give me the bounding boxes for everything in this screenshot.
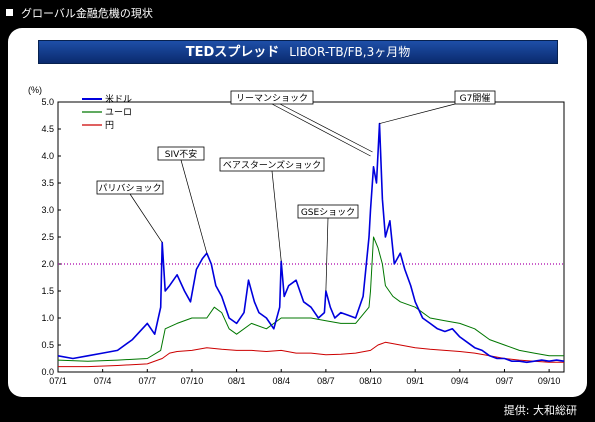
x-tick-label: 07/4 [94,376,112,386]
annotation: リーマンショック [230,90,373,157]
y-tick-label: 2.5 [41,232,54,242]
x-tick-label: 08/4 [272,376,290,386]
annotation-leader [271,170,282,262]
x-tick-label: 09/1 [406,376,424,386]
page-header: グローバル金融危機の現状 [6,5,153,21]
annotation-leader [325,217,329,292]
x-tick-label: 07/10 [181,376,204,386]
chart-subtitle: LIBOR-TB/FB,3ヶ月物 [289,45,411,59]
annotation-leader [279,103,373,153]
y-tick-label: 4.0 [41,151,54,161]
bullet-icon [6,9,13,16]
plot-area [57,101,565,373]
y-tick-label: 0.5 [41,340,54,350]
annotation-leader [379,103,456,124]
chart-title: TEDスプレッド [185,45,280,60]
x-tick-label: 08/7 [317,376,335,386]
annotation-label: GSEショック [301,207,355,218]
x-tick-label: 09/4 [451,376,469,386]
x-tick-label: 08/1 [228,376,246,386]
header-title: グローバル金融危機の現状 [21,7,153,20]
annotation: SIV不安 [157,146,208,254]
annotation-label: リーマンショック [236,93,308,104]
annotation-label: G7開催 [460,92,491,104]
credit-text: 提供: 大和総研 [503,404,577,417]
y-tick-label: 1.0 [41,313,54,323]
legend-label: 米ドル [105,93,132,105]
annotation-label: SIV不安 [165,148,198,160]
annotation: ベアスターンズショック [219,157,325,262]
annotation: G7開催 [379,90,496,124]
x-tick-label: 08/10 [359,376,382,386]
x-tick-label: 09/7 [496,376,514,386]
annotation-box [454,90,496,105]
annotation-leader [271,103,371,157]
series-line-0 [57,122,565,364]
x-tick-label: 07/7 [139,376,157,386]
x-tick-label: 07/1 [49,376,67,386]
y-tick-label: 0.0 [41,367,54,377]
legend-label: 円 [105,120,114,131]
annotation-label: パリバショック [98,183,161,194]
annotation: パリバショック [96,180,164,243]
series-line-2 [58,341,564,368]
annotation-leader [129,193,163,243]
annotation-leader [180,159,208,254]
y-tick-label: 5.0 [41,97,54,107]
y-tick-label: 3.0 [41,205,54,215]
y-tick-label: 4.5 [41,124,54,134]
y-tick-label: 3.5 [41,178,54,188]
chart-title-bar: TEDスプレッド LIBOR-TB/FB,3ヶ月物 [38,40,558,64]
annotation-label: ベアスターンズショック [223,159,321,171]
x-tick-label: 09/10 [538,376,561,386]
series-line-1 [57,236,564,362]
annotation: GSEショック [297,204,359,292]
legend-label: ユーロ [105,108,132,118]
y-tick-label: 1.5 [41,286,54,296]
y-tick-label: 2.0 [41,259,54,269]
y-axis-label: (%) [28,85,42,95]
